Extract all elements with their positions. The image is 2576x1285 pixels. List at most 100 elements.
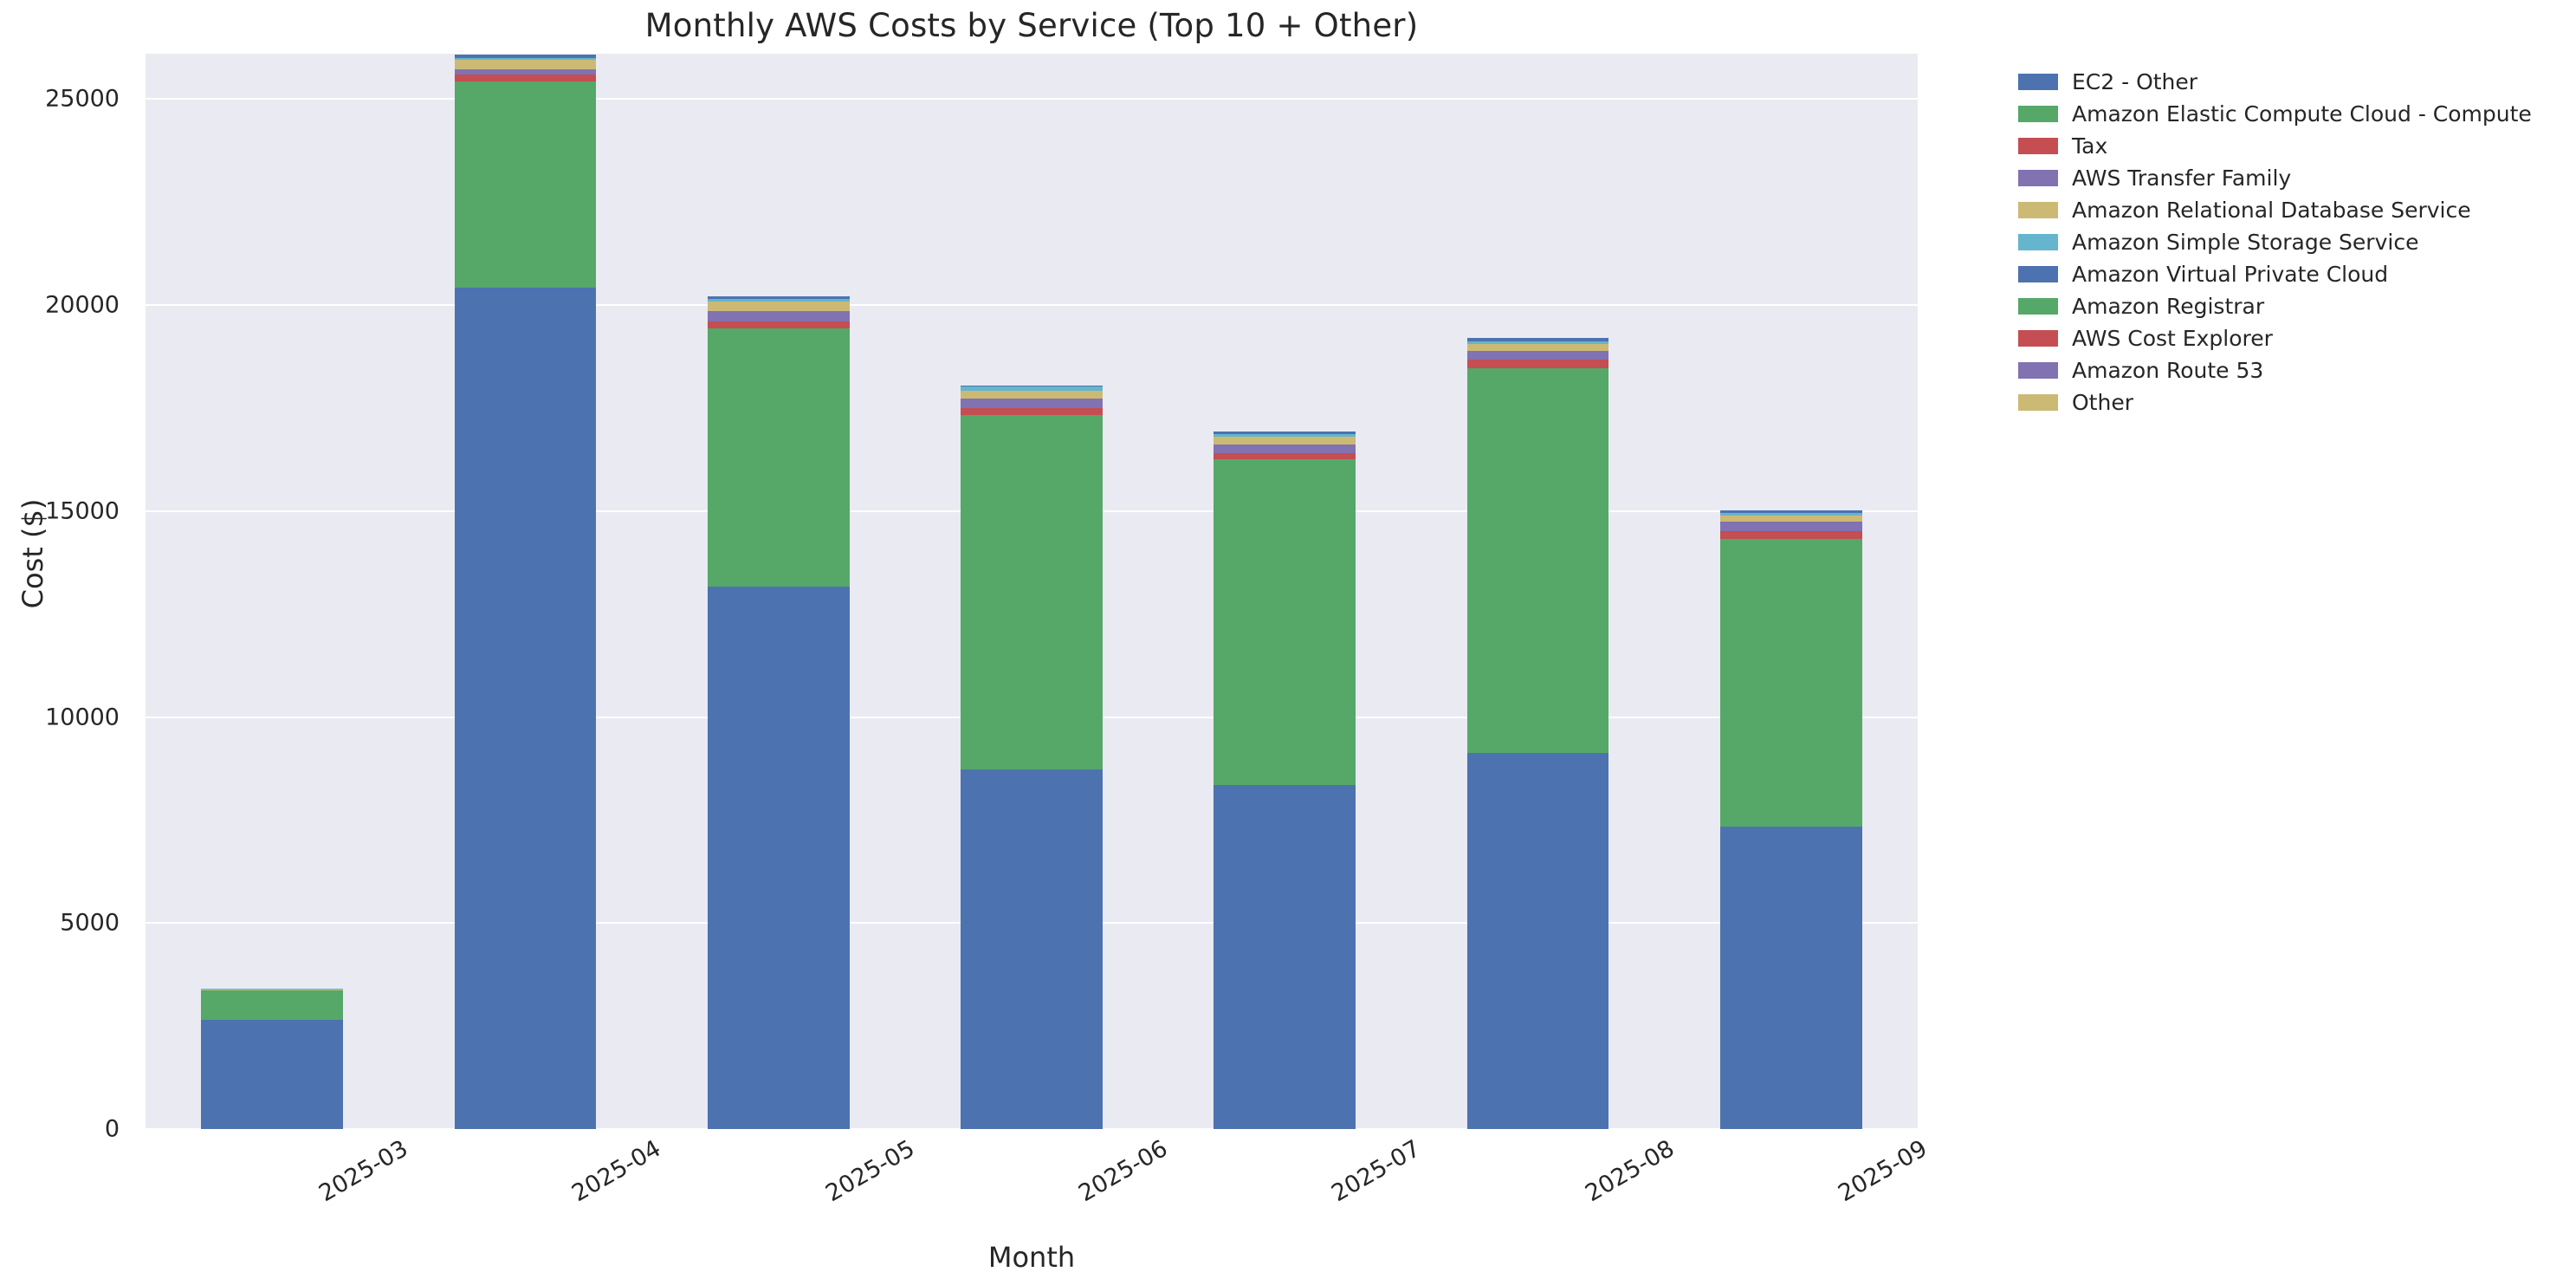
legend-item[interactable]: AWS Transfer Family <box>2018 162 2555 194</box>
y-tick-label: 20000 <box>45 291 120 319</box>
bar-segment[interactable] <box>454 69 597 75</box>
bar-segment[interactable] <box>454 60 597 70</box>
bar-segment[interactable] <box>1720 530 1862 539</box>
bar-segment[interactable] <box>201 989 343 990</box>
legend-item[interactable]: AWS Cost Explorer <box>2018 322 2555 354</box>
bar-segment[interactable] <box>1720 512 1862 516</box>
bar-group[interactable] <box>1466 54 1609 1129</box>
legend-label: Amazon Simple Storage Service <box>2072 230 2419 255</box>
bar-segment[interactable] <box>1214 436 1356 445</box>
legend-item[interactable]: Amazon Virtual Private Cloud <box>2018 258 2555 290</box>
bar-segment[interactable] <box>454 75 597 82</box>
x-axis-label: Month <box>987 1241 1076 1274</box>
legend-swatch-icon <box>2018 170 2058 186</box>
legend-swatch-icon <box>2018 362 2058 379</box>
bar-segment[interactable] <box>1720 509 1862 513</box>
bar-group[interactable] <box>454 54 597 1129</box>
bar-segment[interactable] <box>1720 538 1862 827</box>
bar-segment[interactable] <box>961 769 1103 1129</box>
bar-segment[interactable] <box>961 399 1103 409</box>
bar-segment[interactable] <box>454 288 597 1129</box>
y-tick-label: 25000 <box>45 85 120 113</box>
bar-segment[interactable] <box>1214 444 1356 453</box>
bar-segment[interactable] <box>707 295 850 299</box>
legend-item[interactable]: Amazon Registrar <box>2018 290 2555 322</box>
bar-segment[interactable] <box>1214 431 1356 434</box>
bar-segment[interactable] <box>1214 433 1356 437</box>
bar-group[interactable] <box>201 54 343 1129</box>
legend-label: EC2 - Other <box>2072 69 2198 94</box>
bar-segment[interactable] <box>707 328 850 587</box>
legend-item[interactable]: EC2 - Other <box>2018 66 2555 98</box>
bar-segment[interactable] <box>707 301 850 311</box>
legend-swatch-icon <box>2018 202 2058 218</box>
bar-segment[interactable] <box>201 1019 343 1129</box>
bar-segment[interactable] <box>707 321 850 328</box>
gridline <box>146 304 1918 307</box>
bar-segment[interactable] <box>961 408 1103 416</box>
legend-label: AWS Transfer Family <box>2072 165 2292 191</box>
bar-segment[interactable] <box>1214 784 1356 1129</box>
y-axis-label: Cost ($) <box>16 498 49 609</box>
legend-label: Amazon Elastic Compute Cloud - Compute <box>2072 101 2532 127</box>
bar-group[interactable] <box>961 54 1103 1129</box>
bar-segment[interactable] <box>1466 367 1609 754</box>
legend-label: Amazon Relational Database Service <box>2072 198 2471 223</box>
bar-segment[interactable] <box>961 391 1103 399</box>
bar-group[interactable] <box>707 54 850 1129</box>
legend-item[interactable]: Tax <box>2018 130 2555 162</box>
bar-segment[interactable] <box>1214 458 1356 785</box>
bar-segment[interactable] <box>1720 515 1862 522</box>
gridline <box>146 98 1918 101</box>
x-tick-label: 2025-08 <box>1580 1135 1679 1208</box>
bar-segment[interactable] <box>201 990 343 1020</box>
legend-swatch-icon <box>2018 138 2058 154</box>
bar-segment[interactable] <box>961 386 1103 392</box>
y-tick-label: 15000 <box>45 497 120 525</box>
bar-segment[interactable] <box>1466 341 1609 344</box>
bar-segment[interactable] <box>961 385 1103 387</box>
bar-segment[interactable] <box>1720 826 1862 1129</box>
x-tick-label: 2025-03 <box>314 1135 413 1208</box>
bar-segment[interactable] <box>707 298 850 302</box>
gridline <box>146 1128 1918 1130</box>
legend-item[interactable]: Amazon Simple Storage Service <box>2018 226 2555 258</box>
bar-segment[interactable] <box>961 415 1103 770</box>
x-axis-ticks: 2025-03 2025-04 2025-05 2025-06 2025-07 2025-… <box>146 1135 1932 1230</box>
legend-swatch-icon <box>2018 330 2058 347</box>
bar-segment[interactable] <box>454 54 597 58</box>
legend-swatch-icon <box>2018 298 2058 315</box>
bar-segment[interactable] <box>1466 350 1609 360</box>
bar-group[interactable] <box>1214 54 1356 1129</box>
bar-segment[interactable] <box>1214 452 1356 459</box>
y-tick-label: 5000 <box>60 909 120 937</box>
legend-item[interactable]: Other <box>2018 386 2555 419</box>
x-tick-label: 2025-05 <box>820 1135 920 1208</box>
legend-item[interactable]: Amazon Relational Database Service <box>2018 194 2555 226</box>
bar-segment[interactable] <box>1466 753 1609 1129</box>
bar-segment[interactable] <box>707 586 850 1129</box>
bar-segment[interactable] <box>707 310 850 321</box>
y-tick-label: 0 <box>104 1115 120 1143</box>
legend-swatch-icon <box>2018 266 2058 282</box>
bar-segment[interactable] <box>454 57 597 61</box>
bar-group[interactable] <box>1720 54 1862 1129</box>
legend-label: AWS Cost Explorer <box>2072 326 2273 351</box>
legend-label: Other <box>2072 390 2133 415</box>
legend-swatch-icon <box>2018 234 2058 250</box>
legend-swatch-icon <box>2018 394 2058 411</box>
bar-segment[interactable] <box>454 81 597 289</box>
legend-item[interactable]: Amazon Elastic Compute Cloud - Compute <box>2018 98 2555 130</box>
x-tick-label: 2025-06 <box>1074 1135 1173 1208</box>
bar-segment[interactable] <box>1466 337 1609 341</box>
y-axis-ticks: 0 5000 10000 15000 20000 25000 <box>0 54 132 1143</box>
bar-segment[interactable] <box>1466 359 1609 368</box>
legend-swatch-icon <box>2018 74 2058 90</box>
legend-label: Amazon Registrar <box>2072 294 2265 319</box>
bar-segment[interactable] <box>1466 343 1609 351</box>
bar-segment[interactable] <box>1720 521 1862 531</box>
legend-item[interactable]: Amazon Route 53 <box>2018 354 2555 386</box>
x-tick-label: 2025-07 <box>1327 1135 1426 1208</box>
y-tick-label: 10000 <box>45 704 120 731</box>
